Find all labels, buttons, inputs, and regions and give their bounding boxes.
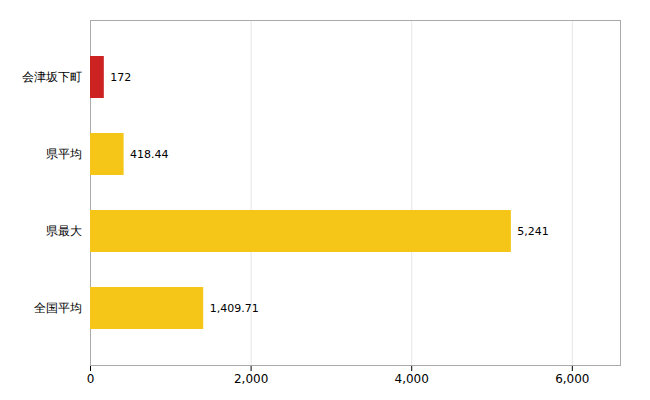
svg-text:全国平均: 全国平均	[34, 301, 82, 315]
svg-text:会津坂下町: 会津坂下町	[22, 70, 82, 84]
svg-text:4,000: 4,000	[395, 372, 429, 386]
svg-text:県最大: 県最大	[46, 224, 82, 238]
svg-text:172: 172	[110, 71, 131, 84]
svg-text:2,000: 2,000	[234, 372, 268, 386]
svg-text:県平均: 県平均	[46, 147, 82, 161]
svg-text:0: 0	[87, 372, 95, 386]
svg-text:1,409.71: 1,409.71	[210, 302, 259, 315]
svg-text:6,000: 6,000	[555, 372, 589, 386]
svg-text:418.44: 418.44	[130, 148, 169, 161]
svg-text:5,241: 5,241	[517, 225, 549, 238]
